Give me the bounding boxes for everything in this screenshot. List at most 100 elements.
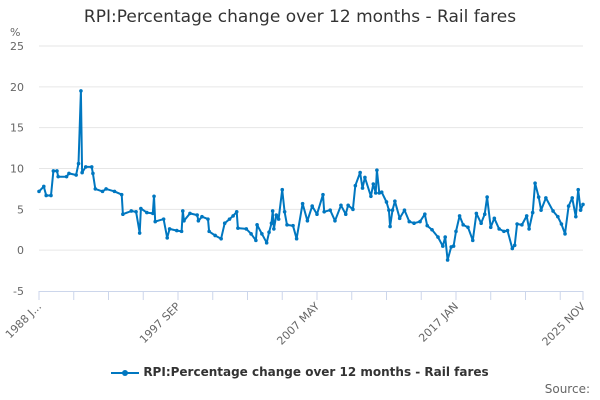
data-point	[351, 207, 355, 212]
data-point	[512, 243, 517, 248]
data-point	[492, 216, 497, 221]
data-point	[260, 232, 264, 236]
data-point	[222, 221, 227, 226]
data-point	[274, 213, 279, 217]
y-tick-label: 20	[10, 81, 24, 94]
data-point	[167, 227, 172, 231]
data-point	[387, 208, 391, 212]
data-point	[474, 211, 479, 216]
data-point	[393, 199, 397, 203]
data-point	[182, 218, 186, 223]
data-point	[418, 219, 422, 224]
data-point	[461, 223, 465, 227]
data-point	[353, 183, 358, 188]
data-point	[112, 189, 117, 194]
data-point	[161, 217, 166, 221]
data-point	[322, 209, 326, 214]
data-point	[570, 196, 575, 200]
data-point	[556, 214, 560, 219]
data-point	[470, 238, 475, 243]
data-point	[67, 171, 71, 176]
data-point	[384, 200, 389, 204]
data-point	[379, 190, 384, 194]
data-point	[121, 212, 125, 217]
y-axis: -5 0 5 10 15 20 25	[10, 40, 24, 298]
data-point	[79, 89, 83, 93]
data-point	[255, 223, 259, 227]
data-point	[360, 186, 365, 190]
data-point	[267, 230, 271, 234]
data-point	[180, 209, 185, 213]
data-point	[41, 184, 46, 189]
x-tick-label: 1997 SEP	[137, 300, 183, 346]
data-point	[485, 195, 489, 199]
y-axis-unit-label: %	[10, 26, 20, 39]
y-tick-label: 25	[10, 40, 24, 53]
data-point	[436, 235, 440, 239]
data-point	[505, 228, 510, 233]
data-point	[530, 210, 535, 215]
data-point	[139, 206, 143, 211]
data-point	[559, 222, 564, 226]
data-point	[515, 222, 519, 226]
data-point	[346, 203, 350, 208]
data-point	[244, 227, 249, 231]
data-point	[388, 224, 392, 229]
legend-item[interactable]: RPI:Percentage change over 12 months - R…	[0, 365, 600, 379]
y-tick-label: 15	[10, 122, 24, 135]
data-point	[280, 187, 285, 192]
data-point	[254, 238, 258, 243]
data-point	[165, 236, 170, 240]
source-label: Source:	[544, 382, 590, 396]
data-point	[196, 218, 201, 223]
series-line	[38, 89, 584, 261]
y-tick-label: -5	[13, 285, 24, 298]
x-axis: 1988 J... 1997 SEP 2007 MAY 2017 JAN 2025 NO…	[3, 291, 588, 349]
data-point	[578, 208, 583, 212]
data-point	[369, 194, 373, 199]
data-point	[488, 225, 493, 230]
data-point	[482, 212, 487, 217]
data-point	[358, 170, 362, 175]
chart-title: RPI:Percentage change over 12 months - R…	[83, 7, 517, 27]
data-point	[300, 201, 305, 206]
data-point	[137, 231, 142, 235]
data-point	[321, 192, 325, 197]
y-tick-label: 0	[17, 244, 24, 257]
data-point	[581, 202, 585, 207]
data-point	[343, 212, 348, 217]
x-tick-label: 1988 J...	[3, 300, 44, 341]
data-point	[315, 212, 319, 217]
data-point	[51, 169, 56, 173]
data-point	[188, 211, 192, 216]
data-point	[55, 169, 59, 173]
data-point	[104, 187, 108, 191]
data-point	[219, 236, 223, 241]
data-point	[371, 182, 376, 186]
data-point	[56, 174, 60, 179]
data-point	[375, 168, 379, 172]
legend-label: RPI:Percentage change over 12 months - R…	[143, 365, 489, 379]
data-point	[76, 161, 81, 166]
data-point	[134, 209, 138, 214]
data-point	[551, 209, 555, 213]
data-point	[310, 204, 314, 208]
data-point	[91, 171, 95, 176]
data-point	[285, 223, 289, 227]
data-point	[213, 233, 217, 238]
y-tick-label: 5	[17, 203, 24, 216]
data-point	[390, 208, 395, 212]
data-point	[430, 227, 434, 232]
data-point	[152, 194, 156, 199]
data-point	[276, 217, 281, 221]
data-point	[576, 187, 581, 192]
data-point	[179, 229, 184, 234]
data-point	[89, 165, 94, 169]
data-point	[64, 174, 69, 179]
series-rail-fares	[37, 89, 585, 262]
data-point	[200, 214, 204, 219]
data-point	[520, 223, 524, 227]
data-point	[333, 218, 337, 223]
data-point	[566, 204, 571, 208]
data-point	[328, 208, 332, 212]
